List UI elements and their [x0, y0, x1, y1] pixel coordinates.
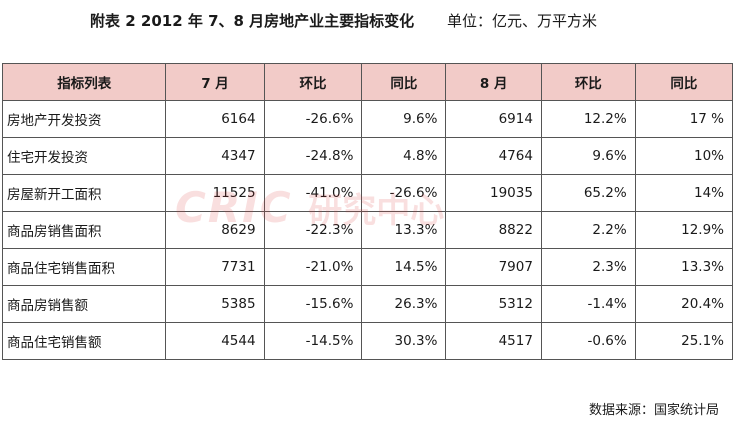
row-july-yoy: 30.3%: [361, 322, 447, 360]
table-row: 商品住宅销售面积 7731 -21.0% 14.5% 7907 2.3% 13.…: [1, 248, 733, 286]
row-august-yoy: 10%: [634, 137, 733, 175]
row-indicator-name: 商品房销售额: [1, 285, 167, 323]
table-row: 商品房销售面积 8629 -22.3% 13.3% 8822 2.2% 12.9…: [1, 211, 733, 249]
table-title: 附表 2 2012 年 7、8 月房地产业主要指标变化 单位：亿元、万平方米: [90, 10, 650, 31]
row-august-mom: 9.6%: [540, 137, 636, 175]
row-august-value: 6914: [445, 100, 542, 138]
row-july-value: 11525: [165, 174, 265, 212]
data-source-note: 数据来源：国家统计局: [588, 403, 719, 418]
row-july-value: 4544: [165, 322, 265, 360]
row-july-mom: -24.8%: [263, 137, 363, 175]
row-august-mom: 2.2%: [540, 211, 636, 249]
row-july-mom: -26.6%: [263, 100, 363, 138]
row-indicator-name: 商品住宅销售面积: [1, 248, 167, 286]
row-july-yoy: 14.5%: [361, 248, 447, 286]
row-august-value: 19035: [445, 174, 542, 212]
row-august-yoy: 20.4%: [634, 285, 733, 323]
row-august-yoy: 25.1%: [634, 322, 733, 360]
row-august-mom: 65.2%: [540, 174, 636, 212]
row-july-mom: -41.0%: [263, 174, 363, 212]
row-july-yoy: 13.3%: [361, 211, 447, 249]
row-indicator-name: 住宅开发投资: [1, 137, 167, 175]
indicator-table: 指标列表 7 月 环比 同比 8 月 环比 同比 房地产开发投资 6164 -2…: [1, 63, 733, 360]
row-august-value: 5312: [445, 285, 542, 323]
table-row: 房屋新开工面积 11525 -41.0% -26.6% 19035 65.2% …: [1, 174, 733, 212]
row-august-value: 4764: [445, 137, 542, 175]
row-july-yoy: 26.3%: [361, 285, 447, 323]
table-row: 住宅开发投资 4347 -24.8% 4.8% 4764 9.6% 10%: [1, 137, 733, 175]
header-august-mom: 环比: [540, 63, 636, 101]
row-august-mom: 12.2%: [540, 100, 636, 138]
row-august-mom: 2.3%: [540, 248, 636, 286]
table-unit-label: 单位：亿元、万平方米: [446, 12, 597, 30]
row-august-yoy: 17 %: [634, 100, 733, 138]
row-indicator-name: 房地产开发投资: [1, 100, 167, 138]
table-row: 房地产开发投资 6164 -26.6% 9.6% 6914 12.2% 17 %: [1, 100, 733, 138]
row-july-value: 5385: [165, 285, 265, 323]
row-july-yoy: 9.6%: [361, 100, 447, 138]
header-indicator: 指标列表: [1, 63, 167, 101]
row-august-yoy: 12.9%: [634, 211, 733, 249]
row-july-mom: -15.6%: [263, 285, 363, 323]
row-indicator-name: 商品住宅销售额: [1, 322, 167, 360]
row-august-mom: -0.6%: [540, 322, 636, 360]
row-indicator-name: 房屋新开工面积: [1, 174, 167, 212]
row-july-value: 8629: [165, 211, 265, 249]
row-indicator-name: 商品房销售面积: [1, 211, 167, 249]
row-august-value: 8822: [445, 211, 542, 249]
row-july-yoy: 4.8%: [361, 137, 447, 175]
row-july-mom: -14.5%: [263, 322, 363, 360]
table-title-main: 附表 2 2012 年 7、8 月房地产业主要指标变化: [90, 12, 415, 30]
header-july-yoy: 同比: [361, 63, 447, 101]
row-july-value: 4347: [165, 137, 265, 175]
row-july-mom: -21.0%: [263, 248, 363, 286]
row-august-yoy: 13.3%: [634, 248, 733, 286]
header-august-yoy: 同比: [634, 63, 733, 101]
table-row: 商品住宅销售额 4544 -14.5% 30.3% 4517 -0.6% 25.…: [1, 322, 733, 360]
table-row: 商品房销售额 5385 -15.6% 26.3% 5312 -1.4% 20.4…: [1, 285, 733, 323]
header-july-mom: 环比: [263, 63, 363, 101]
row-august-yoy: 14%: [634, 174, 733, 212]
header-august: 8 月: [445, 63, 542, 101]
row-july-mom: -22.3%: [263, 211, 363, 249]
row-july-value: 7731: [165, 248, 265, 286]
header-july: 7 月: [165, 63, 265, 101]
row-august-value: 4517: [445, 322, 542, 360]
row-august-value: 7907: [445, 248, 542, 286]
table-header-row: 指标列表 7 月 环比 同比 8 月 环比 同比: [1, 63, 733, 101]
row-august-mom: -1.4%: [540, 285, 636, 323]
row-july-value: 6164: [165, 100, 265, 138]
row-july-yoy: -26.6%: [361, 174, 447, 212]
